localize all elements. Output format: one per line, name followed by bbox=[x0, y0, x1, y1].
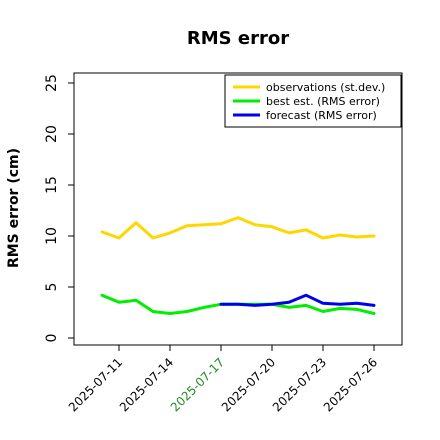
legend-label: best est. (RMS error) bbox=[266, 95, 380, 108]
x-tick-label: 2025-07-17 bbox=[168, 355, 227, 414]
legend-label: forecast (RMS error) bbox=[266, 109, 377, 122]
y-tick-label: 20 bbox=[44, 125, 60, 143]
y-tick-label: 5 bbox=[44, 283, 60, 292]
legend: observations (st.dev.)best est. (RMS err… bbox=[224, 74, 402, 128]
x-tick-label: 2025-07-26 bbox=[321, 355, 380, 414]
y-tick-label: 25 bbox=[44, 74, 60, 92]
y-tick-label: 10 bbox=[44, 227, 60, 245]
chart-title: RMS error bbox=[187, 28, 289, 49]
x-tick-label: 2025-07-20 bbox=[219, 355, 278, 414]
y-axis-label: RMS error (cm) bbox=[6, 148, 22, 268]
x-axis: 2025-07-112025-07-142025-07-172025-07-20… bbox=[66, 345, 380, 414]
y-tick-label: 0 bbox=[44, 334, 60, 343]
series-line bbox=[100, 216, 376, 240]
x-tick-label: 2025-07-23 bbox=[270, 355, 329, 414]
series-lines bbox=[100, 216, 376, 315]
x-tick-label: 2025-07-11 bbox=[66, 355, 125, 414]
y-axis: 0 5 10 15 20 25 bbox=[44, 74, 74, 342]
plot-area-frame bbox=[73, 72, 403, 346]
series-line bbox=[219, 293, 376, 307]
x-tick-label: 2025-07-14 bbox=[117, 355, 176, 414]
legend-label: observations (st.dev.) bbox=[266, 81, 385, 94]
y-tick-label: 15 bbox=[44, 176, 60, 194]
